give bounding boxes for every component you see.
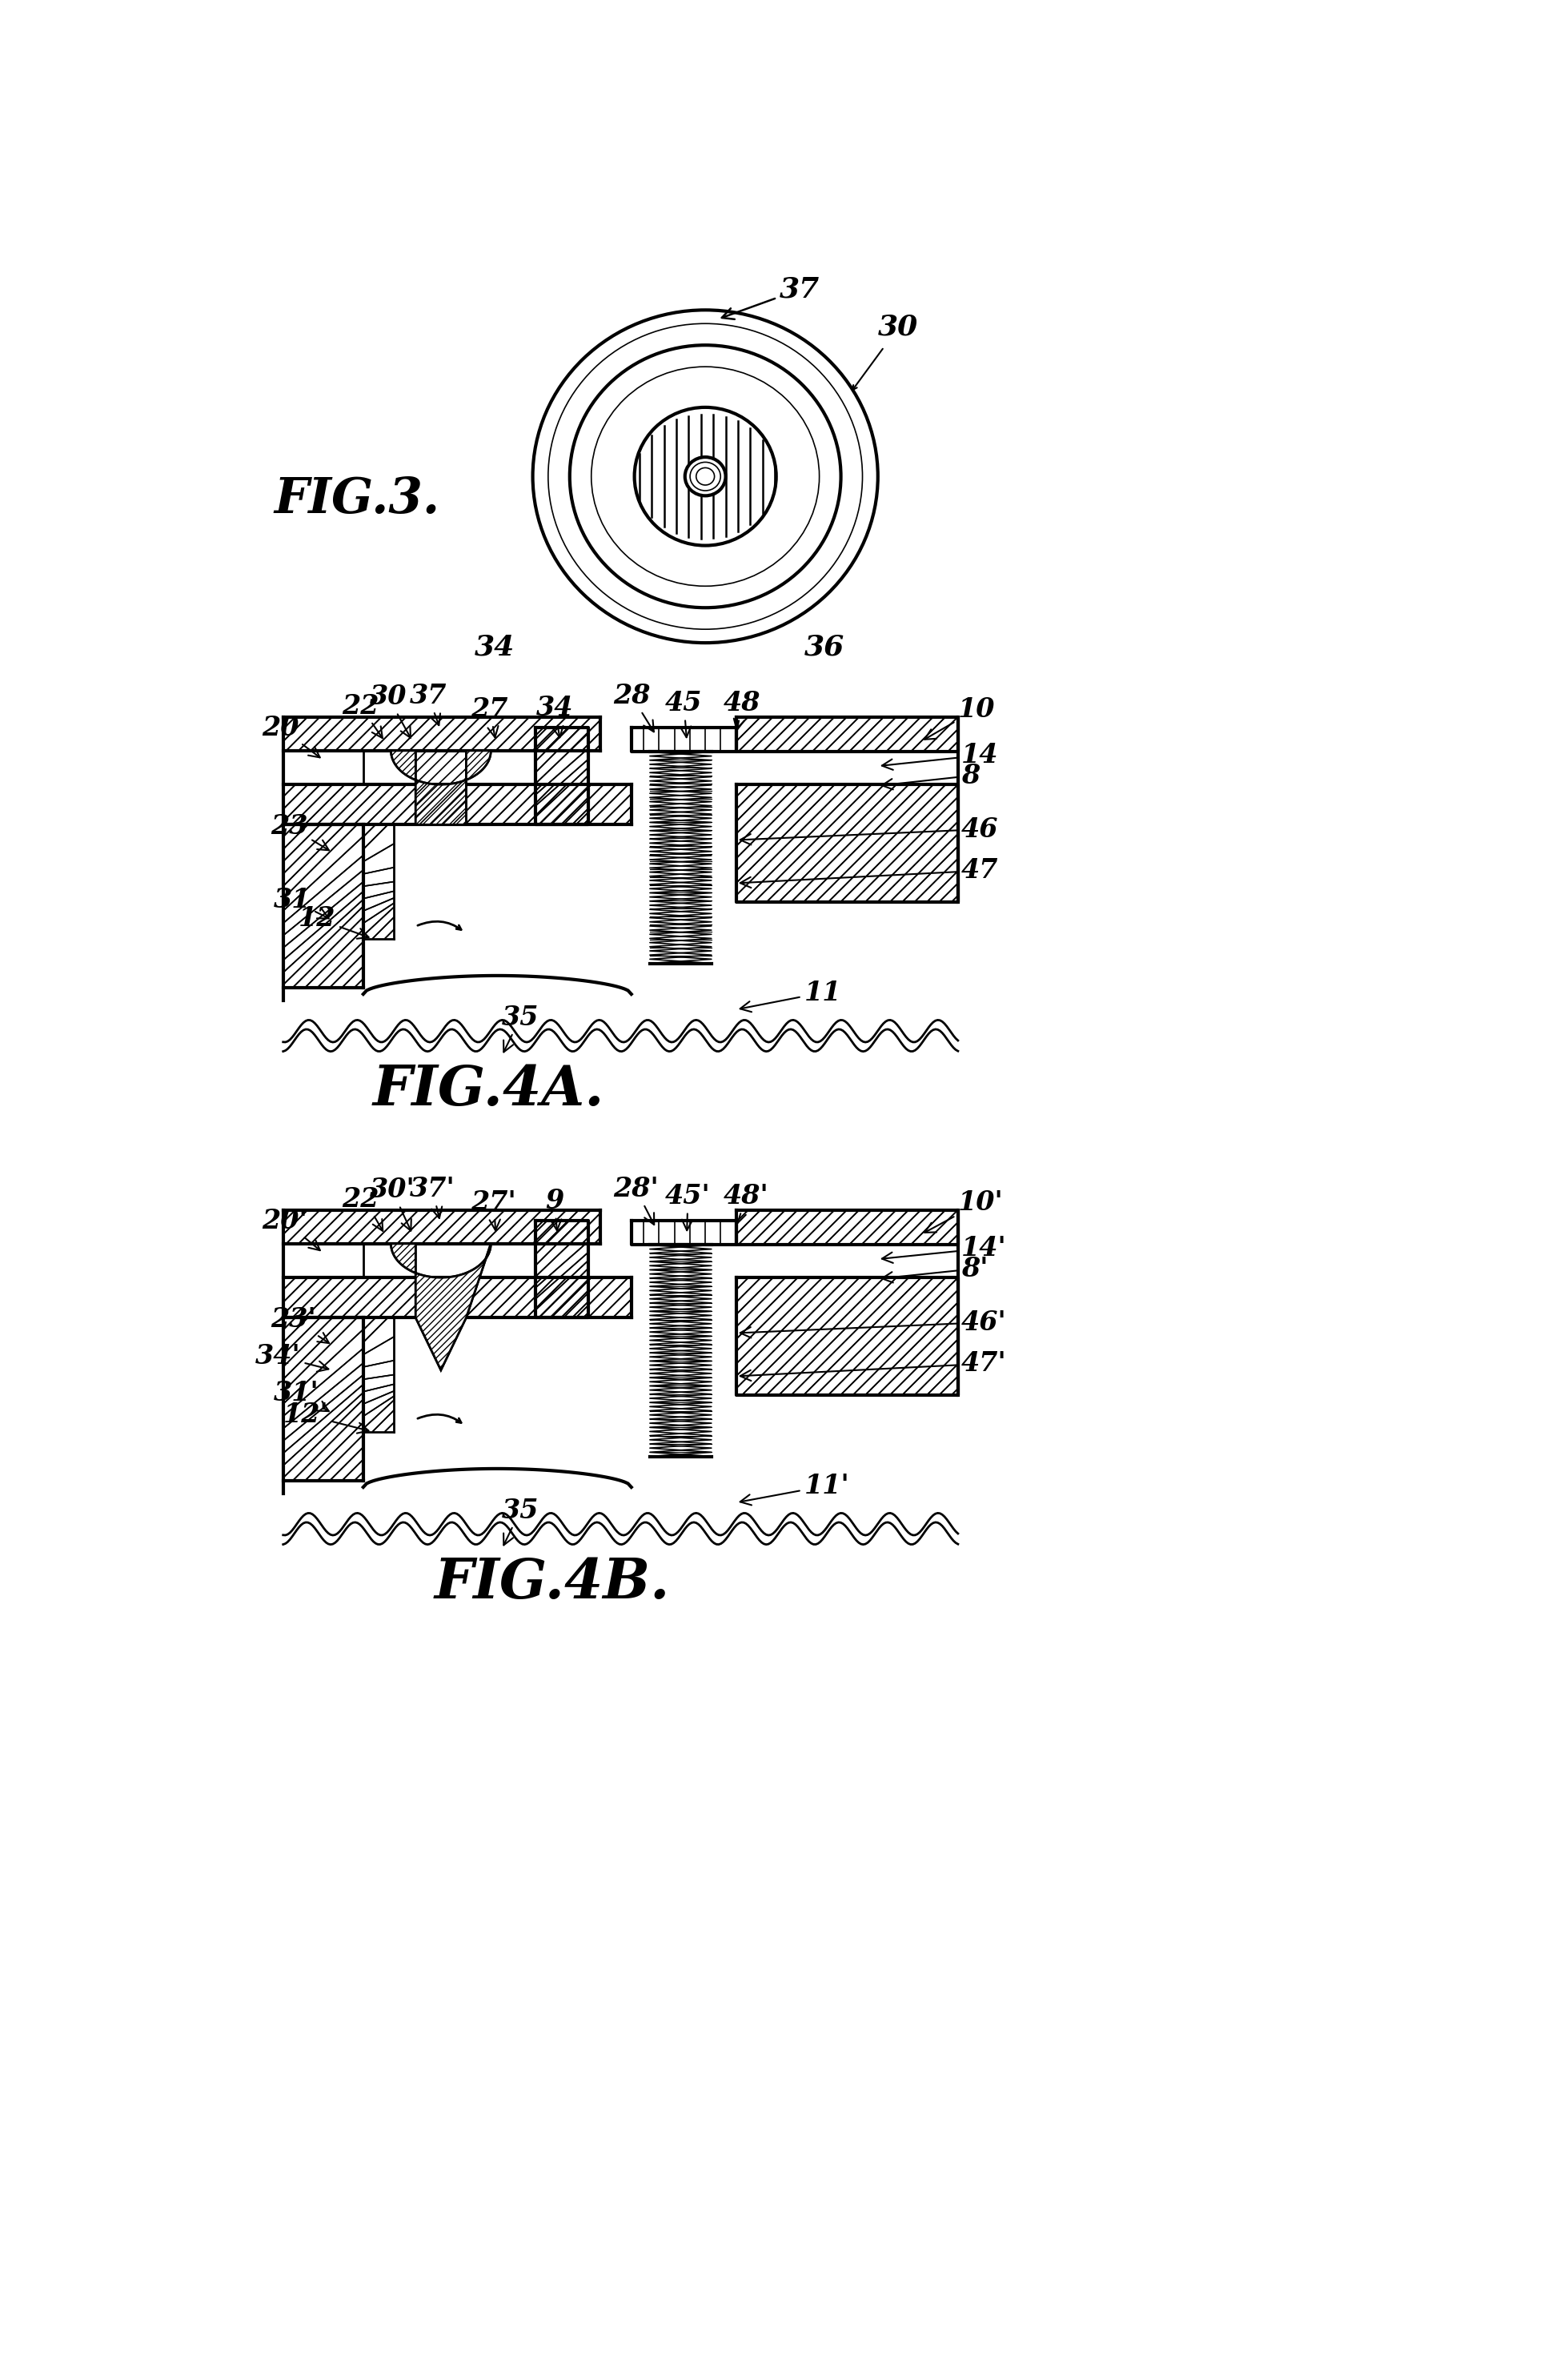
Text: 14: 14 (881, 742, 999, 770)
Polygon shape (735, 785, 958, 901)
Text: 34: 34 (536, 694, 572, 737)
Text: 20': 20' (262, 1208, 320, 1251)
Polygon shape (284, 1317, 364, 1481)
Text: 23': 23' (271, 1306, 329, 1344)
Text: 35: 35 (502, 1498, 539, 1546)
Text: 11: 11 (740, 980, 840, 1013)
Text: 8': 8' (881, 1256, 988, 1282)
Text: 22: 22 (342, 692, 383, 737)
Text: 48: 48 (724, 690, 760, 730)
Polygon shape (284, 825, 364, 987)
Polygon shape (632, 1220, 735, 1246)
Ellipse shape (635, 407, 776, 545)
Polygon shape (735, 1210, 958, 1246)
Text: 12: 12 (298, 906, 368, 939)
Text: 47': 47' (740, 1351, 1007, 1382)
Text: 46': 46' (740, 1310, 1007, 1339)
Text: 20: 20 (262, 713, 320, 759)
Text: 28': 28' (613, 1175, 659, 1225)
Text: 11': 11' (740, 1472, 850, 1505)
Text: 31: 31 (274, 887, 329, 918)
Text: 30: 30 (370, 682, 411, 737)
Polygon shape (632, 728, 735, 751)
Polygon shape (536, 728, 588, 825)
Text: 30': 30' (370, 1177, 416, 1232)
Polygon shape (284, 716, 601, 751)
Text: 47: 47 (740, 858, 999, 887)
Ellipse shape (569, 345, 840, 609)
Text: FIG.3.: FIG.3. (274, 476, 439, 523)
Polygon shape (284, 785, 632, 825)
Polygon shape (364, 825, 394, 939)
Text: 23: 23 (271, 813, 329, 851)
Text: FIG.4A.: FIG.4A. (373, 1063, 604, 1118)
Text: 30: 30 (878, 314, 919, 340)
Text: 10: 10 (925, 697, 996, 740)
Polygon shape (735, 751, 958, 785)
Text: 37: 37 (409, 682, 447, 725)
Text: 45: 45 (665, 690, 702, 737)
Polygon shape (735, 1277, 958, 1396)
Polygon shape (390, 1244, 491, 1370)
Text: 14': 14' (881, 1234, 1007, 1263)
Text: 48': 48' (724, 1182, 770, 1222)
Text: 34: 34 (474, 633, 514, 661)
Text: 37: 37 (721, 276, 820, 319)
Polygon shape (735, 1246, 958, 1277)
Polygon shape (284, 1277, 632, 1317)
Text: 34': 34' (256, 1344, 328, 1372)
Polygon shape (284, 1210, 601, 1244)
Polygon shape (390, 751, 491, 825)
Text: 28: 28 (613, 682, 654, 732)
Text: FIG.4B.: FIG.4B. (434, 1555, 670, 1610)
Text: 10': 10' (925, 1189, 1004, 1232)
Text: 36: 36 (804, 633, 844, 661)
Text: 31': 31' (274, 1379, 329, 1410)
Text: 27': 27' (470, 1189, 516, 1229)
Text: 22': 22' (342, 1187, 387, 1232)
Polygon shape (364, 1317, 394, 1432)
Polygon shape (390, 1244, 491, 1370)
Text: 45': 45' (665, 1182, 710, 1229)
Text: 35: 35 (502, 1004, 539, 1051)
Text: 12': 12' (284, 1401, 368, 1434)
Polygon shape (536, 1220, 588, 1317)
Text: 9: 9 (546, 1187, 563, 1229)
Text: 46: 46 (740, 816, 999, 844)
Polygon shape (735, 716, 958, 751)
Polygon shape (390, 751, 491, 825)
Text: 27: 27 (470, 697, 508, 737)
Text: 8: 8 (881, 763, 980, 789)
Ellipse shape (685, 457, 726, 495)
Text: 37': 37' (409, 1175, 455, 1218)
